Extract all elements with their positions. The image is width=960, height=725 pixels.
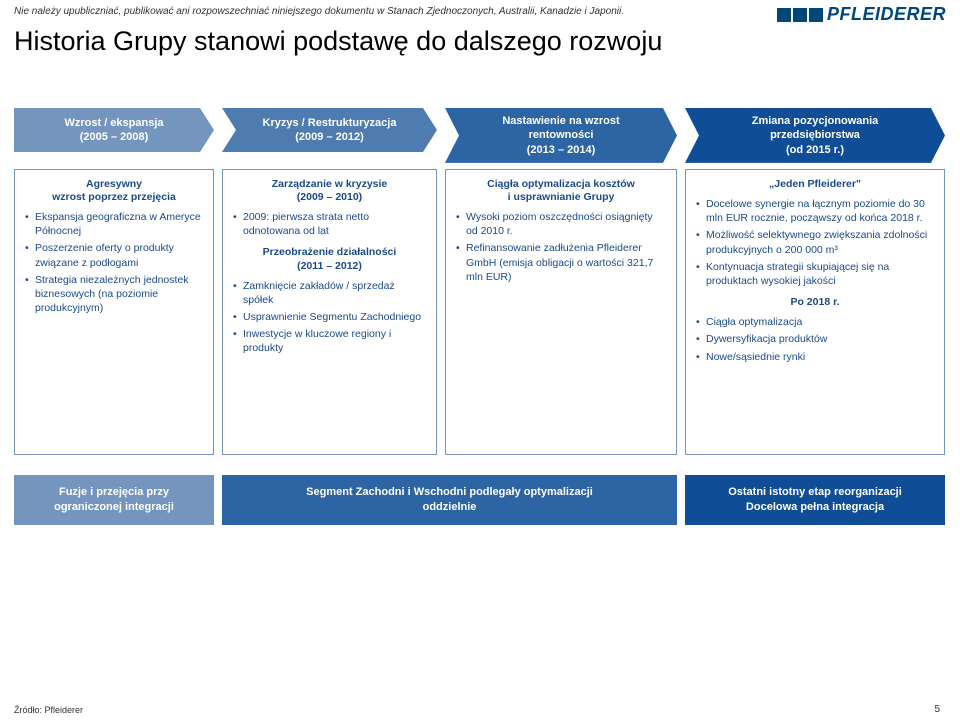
- footer-block-1: Fuzje i przejęcia przy ograniczonej inte…: [14, 475, 214, 525]
- phase-header-3-line2: rentowności: [449, 128, 673, 142]
- footer-block-3: Ostatni istotny etap reorganizacji Docel…: [685, 475, 945, 525]
- card-col4-title: „Jeden Pfleiderer": [696, 178, 934, 191]
- list-item: Poszerzenie oferty o produkty związane z…: [25, 241, 203, 269]
- list-item: Możliwość selektywnego zwiększania zdoln…: [696, 228, 934, 256]
- phase-header-4-line3: (od 2015 r.): [689, 143, 941, 157]
- card-col2-t1-l2: (2009 – 2010): [233, 191, 426, 204]
- footer-b3-l2: Docelowa pełna integracja: [728, 500, 902, 515]
- card-col2-t2-l2: (2011 – 2012): [233, 260, 426, 273]
- card-col1-title-l1: Agresywny: [25, 178, 203, 191]
- phase-header-1-line2: (2005 – 2008): [18, 130, 210, 144]
- card-col2-title1: Zarządzanie w kryzysie (2009 – 2010): [233, 178, 426, 204]
- card-col3-title: Ciągła optymalizacja kosztów i usprawnia…: [456, 178, 666, 204]
- card-col1-list: Ekspansja geograficzna w Ameryce Północn…: [25, 210, 203, 315]
- source-text: Źródło: Pfleiderer: [14, 705, 83, 715]
- footer-block-2: Segment Zachodni i Wschodni podlegały op…: [222, 475, 677, 525]
- footer-b3-l1: Ostatni istotny etap reorganizacji: [728, 485, 902, 500]
- card-col3-list: Wysoki poziom oszczędności osiągnięty od…: [456, 210, 666, 284]
- disclaimer-text: Nie należy upubliczniać, publikować ani …: [14, 6, 624, 17]
- logo-text: PFLEIDERER: [827, 4, 946, 25]
- list-item: Ciągła optymalizacja: [696, 315, 934, 329]
- list-item: Nowe/sąsiednie rynki: [696, 350, 934, 364]
- cards-row: Agresywny wzrost poprzez przejęcia Ekspa…: [14, 163, 946, 455]
- phase-header-1: Wzrost / ekspansja (2005 – 2008): [14, 108, 214, 152]
- card-col4-subtitle: Po 2018 r.: [696, 296, 934, 309]
- phase-header-row: Wzrost / ekspansja (2005 – 2008) Kryzys …: [14, 108, 946, 163]
- footer-b2-l1: Segment Zachodni i Wschodni podlegały op…: [306, 485, 593, 500]
- list-item: Dywersyfikacja produktów: [696, 332, 934, 346]
- card-col2: Zarządzanie w kryzysie (2009 – 2010) 200…: [222, 169, 437, 455]
- list-item: Ekspansja geograficzna w Ameryce Północn…: [25, 210, 203, 238]
- footer-b1-l2: ograniczonej integracji: [54, 500, 174, 515]
- card-col2-t2-l1: Przeobrażenie działalności: [233, 246, 426, 259]
- footer-b1-l1: Fuzje i przejęcia przy: [54, 485, 174, 500]
- phase-header-4-line2: przedsiębiorstwa: [689, 128, 941, 142]
- card-col2-list2: Zamknięcie zakładów / sprzedaż spółek Us…: [233, 279, 426, 356]
- list-item: Docelowe synergie na łącznym poziomie do…: [696, 197, 934, 225]
- list-item: Usprawnienie Segmentu Zachodniego: [233, 310, 426, 324]
- logo-squares-icon: [777, 8, 823, 22]
- phase-header-2: Kryzys / Restrukturyzacja (2009 – 2012): [222, 108, 437, 152]
- phase-header-3-line1: Nastawienie na wzrost: [449, 114, 673, 128]
- list-item: Kontynuacja strategii skupiającej się na…: [696, 260, 934, 288]
- card-col3-title-l2: i usprawnianie Grupy: [456, 191, 666, 204]
- card-col1-title-l2: wzrost poprzez przejęcia: [25, 191, 203, 204]
- card-col2-title2: Przeobrażenie działalności (2011 – 2012): [233, 246, 426, 272]
- footer-row: Fuzje i przejęcia przy ograniczonej inte…: [14, 475, 946, 525]
- list-item: 2009: pierwsza strata netto odnotowana o…: [233, 210, 426, 238]
- card-col2-list1: 2009: pierwsza strata netto odnotowana o…: [233, 210, 426, 238]
- phase-header-3: Nastawienie na wzrost rentowności (2013 …: [445, 108, 677, 163]
- card-col3-title-l1: Ciągła optymalizacja kosztów: [456, 178, 666, 191]
- card-col4-list: Docelowe synergie na łącznym poziomie do…: [696, 197, 934, 288]
- card-col2-t1-l1: Zarządzanie w kryzysie: [233, 178, 426, 191]
- card-col4-sublist: Ciągła optymalizacja Dywersyfikacja prod…: [696, 315, 934, 364]
- phase-header-1-line1: Wzrost / ekspansja: [18, 116, 210, 130]
- phase-header-4: Zmiana pozycjonowania przedsiębiorstwa (…: [685, 108, 945, 163]
- phase-header-2-line1: Kryzys / Restrukturyzacja: [226, 116, 433, 130]
- card-col1-title: Agresywny wzrost poprzez przejęcia: [25, 178, 203, 204]
- list-item: Inwestycje w kluczowe regiony i produkty: [233, 327, 426, 355]
- phase-header-4-line1: Zmiana pozycjonowania: [689, 114, 941, 128]
- phase-header-2-line2: (2009 – 2012): [226, 130, 433, 144]
- page-title: Historia Grupy stanowi podstawę do dalsz…: [14, 26, 662, 57]
- list-item: Zamknięcie zakładów / sprzedaż spółek: [233, 279, 426, 307]
- card-col3: Ciągła optymalizacja kosztów i usprawnia…: [445, 169, 677, 455]
- logo: PFLEIDERER: [777, 4, 946, 25]
- phase-header-3-line3: (2013 – 2014): [449, 143, 673, 157]
- list-item: Strategia niezależnych jednostek bizneso…: [25, 273, 203, 316]
- card-col1: Agresywny wzrost poprzez przejęcia Ekspa…: [14, 169, 214, 455]
- content-area: Wzrost / ekspansja (2005 – 2008) Kryzys …: [14, 108, 946, 525]
- list-item: Refinansowanie zadłużenia Pfleiderer Gmb…: [456, 241, 666, 284]
- footer-b2-l2: oddzielnie: [306, 500, 593, 515]
- page-number: 5: [934, 704, 940, 715]
- list-item: Wysoki poziom oszczędności osiągnięty od…: [456, 210, 666, 238]
- card-col4: „Jeden Pfleiderer" Docelowe synergie na …: [685, 169, 945, 455]
